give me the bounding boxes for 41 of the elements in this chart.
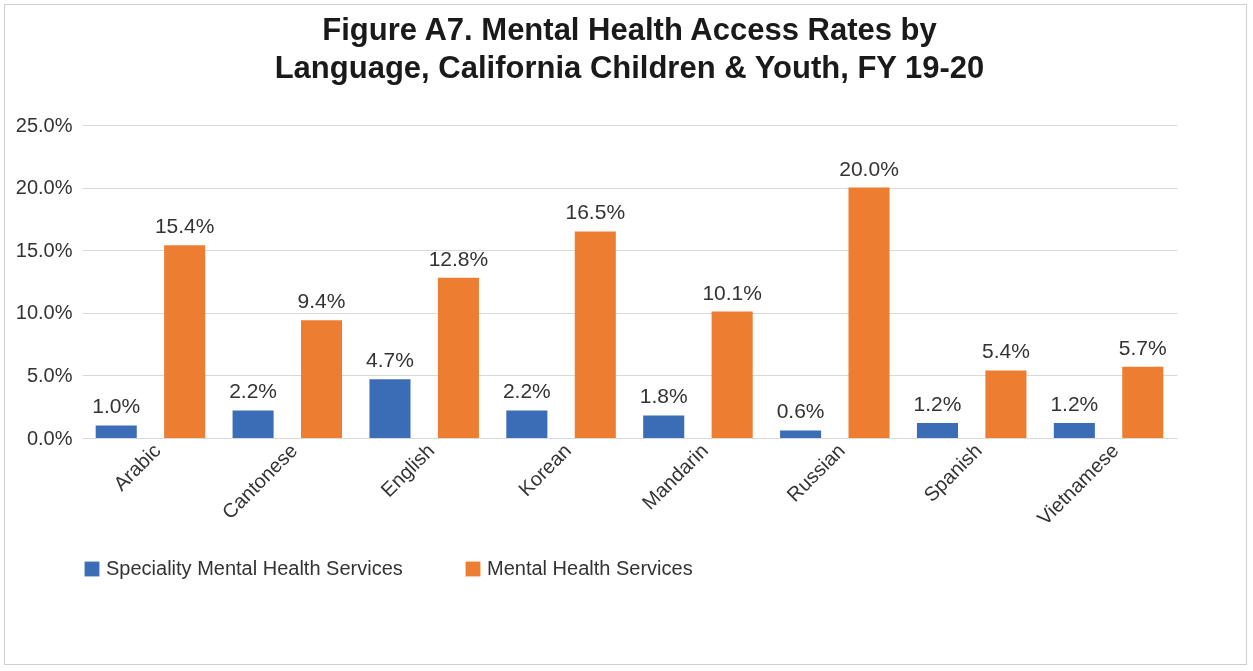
y-tick-label: 25.0% (15, 113, 73, 136)
bar (643, 415, 685, 438)
bar (916, 422, 958, 438)
y-tick-label: 20.0% (15, 176, 73, 199)
data-label: 2.2% (502, 379, 551, 403)
bar (1122, 366, 1164, 438)
bar (711, 311, 753, 438)
data-label: 10.1% (702, 280, 762, 304)
data-label: 1.8% (639, 384, 688, 408)
bar (1053, 422, 1095, 438)
y-tick-label: 10.0% (15, 301, 73, 324)
y-tick-label: 0.0% (26, 426, 73, 449)
data-label: 4.7% (366, 348, 414, 372)
legend-label: Mental Health Services (487, 557, 693, 579)
bar (164, 245, 206, 438)
data-label: 1.0% (92, 394, 141, 418)
bar (780, 430, 822, 438)
data-label: 1.2% (1050, 391, 1099, 415)
bar (232, 410, 274, 438)
data-label: 12.8% (428, 246, 489, 270)
bar (506, 410, 548, 438)
data-label: 9.4% (297, 289, 346, 313)
bar (369, 379, 411, 438)
bar (95, 425, 137, 438)
data-label: 5.4% (981, 339, 1030, 363)
y-tick-label: 5.0% (26, 363, 73, 386)
bar (301, 320, 343, 438)
data-label: 5.7% (1118, 335, 1167, 359)
data-label: 1.2% (913, 391, 962, 415)
data-label: 0.6% (776, 399, 825, 423)
legend-label: Speciality Mental Health Services (106, 557, 403, 579)
y-tick-label: 15.0% (15, 238, 73, 261)
data-label: 20.0% (839, 156, 899, 180)
data-label: 16.5% (565, 200, 626, 224)
data-label: 15.4% (154, 214, 215, 238)
bar (985, 370, 1027, 438)
bar (437, 277, 479, 438)
chart-title: Figure A7. Mental Health Access Rates by Language, California Children & Youth, FY 19-20 (274, 12, 985, 85)
data-label: 2.2% (229, 379, 278, 403)
bar (848, 187, 890, 438)
bar (574, 231, 616, 438)
